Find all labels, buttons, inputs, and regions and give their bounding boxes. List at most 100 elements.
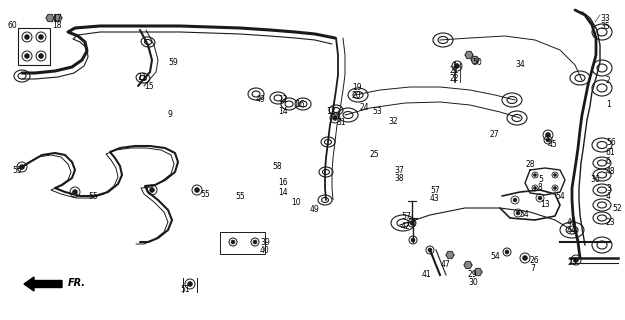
Text: 14: 14 (278, 188, 288, 197)
Text: 52: 52 (612, 204, 622, 213)
Text: 2: 2 (606, 76, 611, 85)
Text: 15: 15 (144, 82, 154, 91)
Text: 55: 55 (200, 190, 210, 199)
Circle shape (546, 138, 550, 142)
Text: 57: 57 (401, 212, 411, 221)
Polygon shape (46, 14, 54, 21)
Text: 42: 42 (401, 222, 411, 231)
Text: 48: 48 (606, 167, 616, 176)
Text: 3: 3 (606, 184, 611, 193)
Text: 46: 46 (567, 218, 577, 227)
Polygon shape (464, 261, 472, 268)
Polygon shape (471, 57, 479, 63)
Text: 45: 45 (548, 140, 558, 149)
Polygon shape (54, 14, 62, 21)
Circle shape (195, 188, 199, 192)
Text: 39: 39 (260, 238, 270, 247)
Text: 53: 53 (372, 107, 382, 116)
Circle shape (505, 250, 509, 254)
Polygon shape (446, 252, 454, 259)
Circle shape (574, 258, 578, 262)
Text: 1: 1 (606, 100, 611, 109)
Text: 8: 8 (538, 183, 542, 192)
Circle shape (231, 240, 235, 244)
Circle shape (25, 54, 29, 58)
Text: 25: 25 (370, 150, 379, 159)
Text: 49: 49 (310, 205, 320, 214)
Text: 10: 10 (291, 198, 301, 207)
Text: 33: 33 (600, 14, 610, 23)
FancyArrow shape (24, 277, 62, 291)
Text: 36: 36 (590, 175, 600, 184)
Text: 23: 23 (567, 258, 577, 267)
Circle shape (554, 174, 556, 176)
Text: 16: 16 (278, 178, 288, 187)
Text: 14: 14 (278, 107, 288, 116)
Text: 55: 55 (235, 192, 245, 201)
Text: 34: 34 (515, 60, 525, 69)
Text: 17: 17 (52, 14, 62, 23)
Text: 54: 54 (519, 210, 529, 219)
Text: 50: 50 (472, 58, 482, 67)
Text: 12: 12 (278, 95, 288, 104)
Text: 58: 58 (272, 162, 282, 171)
Circle shape (554, 187, 556, 189)
Circle shape (39, 35, 43, 39)
Circle shape (534, 174, 536, 176)
Text: 44: 44 (567, 226, 577, 235)
Circle shape (39, 54, 43, 58)
Circle shape (20, 165, 24, 169)
Text: 13: 13 (540, 200, 549, 209)
Circle shape (188, 282, 192, 286)
Text: 23: 23 (606, 218, 616, 227)
Text: 55: 55 (88, 192, 98, 201)
Circle shape (546, 133, 550, 137)
Circle shape (253, 240, 257, 244)
Text: 12: 12 (326, 107, 336, 116)
Circle shape (332, 116, 338, 120)
Text: 56: 56 (606, 138, 616, 147)
Circle shape (25, 35, 29, 39)
Circle shape (538, 196, 542, 200)
Text: 18: 18 (52, 21, 61, 30)
Circle shape (455, 64, 459, 68)
Text: 26: 26 (530, 256, 539, 265)
Text: 54: 54 (490, 252, 500, 261)
Text: 5: 5 (538, 175, 543, 184)
Text: 55: 55 (12, 166, 22, 175)
Text: 29: 29 (468, 270, 478, 279)
Circle shape (410, 221, 414, 225)
Text: 30: 30 (468, 278, 478, 287)
Text: 16: 16 (295, 100, 304, 109)
Text: 38: 38 (394, 174, 404, 183)
Text: 51: 51 (180, 285, 189, 294)
Text: 43: 43 (430, 194, 440, 203)
Circle shape (72, 190, 78, 194)
Text: 27: 27 (490, 130, 499, 139)
Text: 49: 49 (256, 95, 266, 104)
Text: 47: 47 (441, 260, 451, 269)
Text: 9: 9 (168, 110, 173, 119)
Text: 59: 59 (168, 58, 177, 67)
Text: 35: 35 (600, 22, 610, 31)
Polygon shape (474, 268, 482, 276)
Circle shape (428, 248, 432, 252)
Text: 32: 32 (388, 117, 398, 126)
Text: 54: 54 (555, 192, 565, 201)
Text: 31: 31 (336, 118, 346, 127)
Text: 4: 4 (606, 192, 611, 201)
Text: 11: 11 (137, 73, 146, 82)
Text: 60: 60 (7, 21, 17, 30)
Text: 21: 21 (450, 66, 459, 75)
Text: 6: 6 (606, 157, 611, 166)
Text: 22: 22 (450, 74, 459, 83)
Text: 20: 20 (352, 91, 362, 100)
Text: 61: 61 (606, 148, 616, 157)
Circle shape (513, 198, 517, 202)
Polygon shape (465, 52, 473, 59)
Text: FR.: FR. (68, 278, 86, 288)
Text: 7: 7 (530, 264, 535, 273)
Text: 57: 57 (430, 186, 440, 195)
Circle shape (411, 238, 415, 242)
Circle shape (534, 187, 536, 189)
